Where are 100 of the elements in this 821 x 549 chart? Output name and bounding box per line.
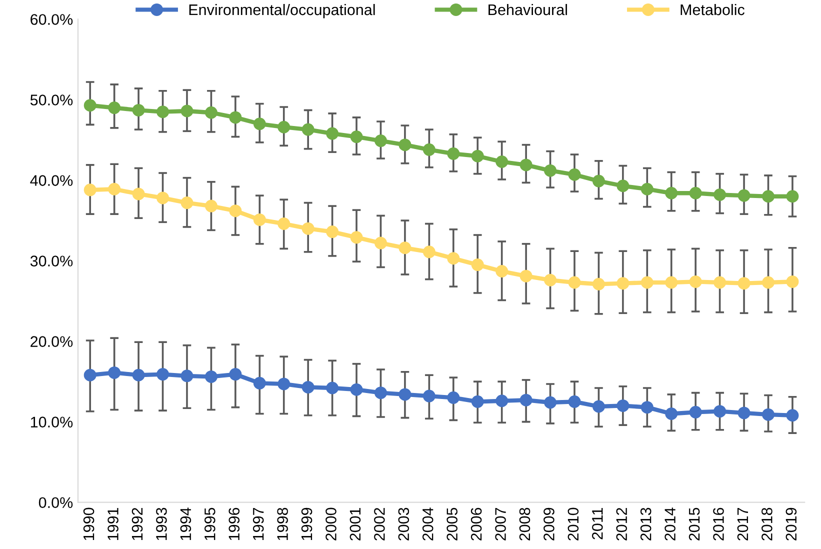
point [374,386,387,400]
x-tick-label: 2017 [737,508,748,540]
x-tick-label: 2015 [688,508,700,540]
point [496,155,508,168]
point [350,383,363,396]
legend-label: Behavioural [488,4,567,16]
x-tick-label: 1999 [301,508,312,540]
point [84,99,96,112]
point [616,399,630,412]
point [156,192,170,204]
point [229,111,242,124]
point [738,406,750,420]
point [520,270,532,282]
point [253,376,266,390]
point [592,278,605,290]
point [762,408,774,421]
point [714,188,726,201]
y-tick-label: 10.0% [30,416,73,428]
point [278,120,290,134]
x-tick-label: 2011 [592,508,603,540]
point [253,118,266,130]
point [665,186,678,200]
x-tick-label: 2000 [326,508,336,540]
point [132,368,145,382]
point [447,391,460,404]
point [302,380,314,394]
point [278,217,290,230]
point [326,127,339,140]
point [302,222,314,235]
x-tick-label: 2003 [398,508,410,540]
point [253,213,266,226]
x-tick-label: 2009 [544,508,554,540]
point [180,370,194,382]
point [568,395,581,408]
point [689,186,702,200]
point [326,382,339,394]
x-tick-label: 2004 [422,508,434,540]
x-tick-label: 2010 [568,508,579,540]
y-tick-label: 0.0% [38,497,73,508]
point [592,174,605,188]
point [616,180,630,192]
point [229,368,242,381]
x-tick-label: 1996 [228,508,240,540]
x-tick-label: 1990 [83,508,94,540]
x-tick-label: 2018 [762,508,772,540]
x-tick-label: 2012 [616,508,628,540]
x-tick-label: 1997 [252,508,264,540]
legend-label: Environmental/occupational [189,4,375,18]
x-tick-label: 2006 [470,508,482,540]
x-tick-label: 1994 [180,508,192,540]
point [544,274,557,286]
x-tick-label: 2019 [786,508,797,540]
point [108,182,121,196]
x-tick-label: 2013 [640,508,652,540]
point [108,366,121,379]
legend-label: Metabolic [680,4,744,16]
point [714,276,726,289]
point [398,242,412,254]
point [180,104,194,118]
point [689,275,702,288]
point [738,189,750,202]
point [786,190,799,203]
point [786,409,799,422]
point [568,276,581,289]
point [302,123,314,136]
y-tick-label: 30.0% [30,256,73,266]
point [447,147,460,160]
point [640,276,654,289]
point [156,106,170,118]
point [471,258,484,272]
point [132,104,145,116]
point [278,378,290,390]
point [108,102,121,114]
point [520,158,532,172]
point [204,200,218,212]
x-tick-label: 1991 [108,508,118,540]
point [398,138,412,152]
y-tick-label: 60.0% [30,14,73,25]
point [640,401,654,414]
point [544,396,557,409]
x-tick-label: 1993 [156,508,167,540]
point [350,130,363,144]
point [471,395,484,408]
y-tick-label: 20.0% [30,336,73,347]
point [374,134,387,148]
point [714,405,726,418]
point [496,394,508,408]
point [496,264,508,278]
point [447,252,460,265]
point [471,150,484,162]
point [689,406,702,418]
point [84,184,96,196]
x-tick-label: 2008 [519,508,530,540]
point [665,276,678,289]
point [762,276,774,289]
point [204,106,218,119]
x-tick-label: 2001 [350,508,361,540]
x-tick-label: 2007 [495,508,506,540]
x-tick-label: 1995 [204,508,216,540]
x-tick-label: 2016 [713,508,724,540]
